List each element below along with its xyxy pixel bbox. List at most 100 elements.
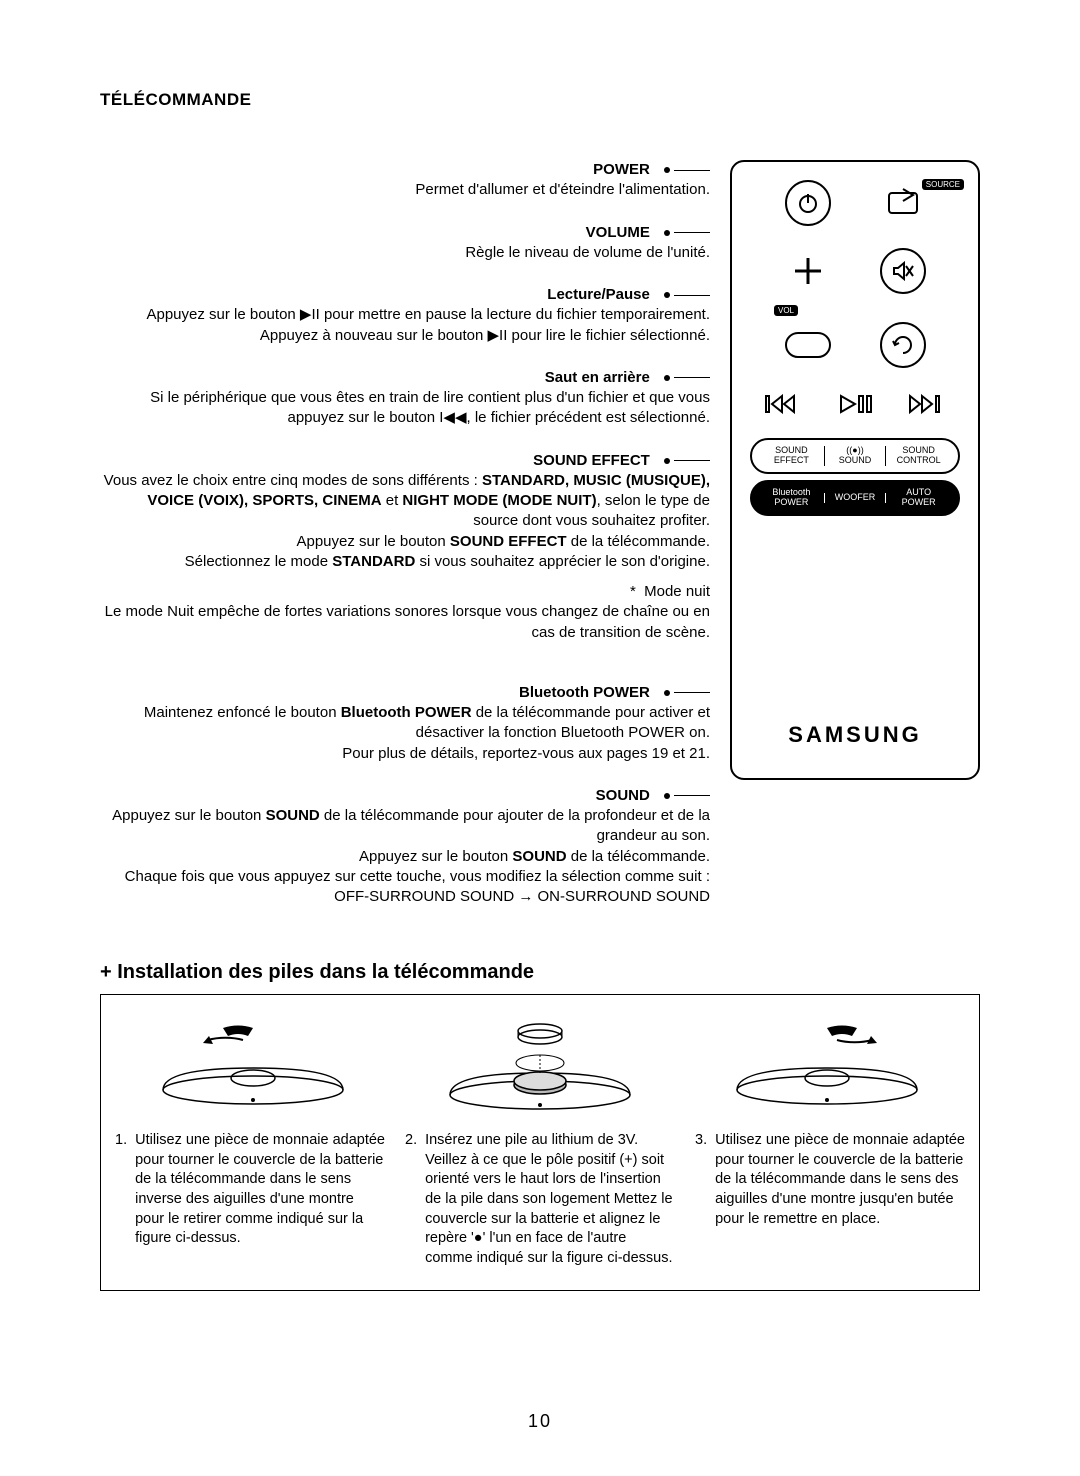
descriptions-column: POWER Permet d'allumer et d'éteindre l'a… <box>100 160 710 929</box>
mute-button <box>880 248 926 294</box>
play-pause-icon: ▶II <box>488 327 508 344</box>
leader-dot <box>664 690 670 696</box>
leader-line <box>674 170 710 171</box>
remote-diagram: SOURCE VOL <box>730 160 980 780</box>
battery-step-2: 2. Insérez une pile au lithium de 3V. Ve… <box>405 1131 675 1268</box>
s-l1-pre: Appuyez sur le bouton <box>112 807 265 824</box>
s-l2-post: de la télécommande. <box>567 848 710 865</box>
leader-line <box>674 460 710 461</box>
s-l2-pre: Appuyez sur le bouton <box>359 848 512 865</box>
sub-title: Installation des piles dans la télécomma… <box>117 961 534 983</box>
desc-sound: SOUND Appuyez sur le bouton SOUND de la … <box>100 786 710 908</box>
sound-effect-button: SOUNDEFFECT <box>760 446 823 466</box>
source-button <box>880 180 926 226</box>
skip-fwd-button <box>906 392 946 422</box>
vol-label-box: VOL <box>774 300 978 318</box>
battery-fig-1 <box>123 1013 383 1113</box>
source-label-box: SOURCE <box>922 174 964 192</box>
lbl: Bluetooth <box>772 487 810 497</box>
heading-power: POWER <box>593 160 650 180</box>
vol-down-button <box>785 332 831 358</box>
pp-line1-pre: Appuyez sur le bouton <box>146 306 299 323</box>
battery-fig-2-svg <box>440 1013 640 1113</box>
text-power: Permet d'allumer et d'éteindre l'aliment… <box>415 181 710 198</box>
vol-label: VOL <box>774 305 798 316</box>
heading-sound: SOUND <box>596 786 650 806</box>
skip-back-button <box>764 392 804 422</box>
auto-power-button: AUTOPOWER <box>887 488 950 508</box>
lbl: EFFECT <box>774 455 809 465</box>
lbl: SOUND <box>775 445 808 455</box>
section-title: TÉLÉCOMMANDE <box>100 90 980 110</box>
battery-steps: 1. Utilisez une pièce de monnaie adaptée… <box>115 1131 965 1268</box>
battery-fig-1-svg <box>153 1018 353 1108</box>
se-l3-pre: Sélectionnez le mode <box>185 553 333 570</box>
battery-figures <box>115 1013 965 1113</box>
battery-step-3: 3. Utilisez une pièce de monnaie adaptée… <box>695 1131 965 1268</box>
lbl: WOOFER <box>835 492 876 502</box>
battery-fig-3 <box>697 1013 957 1113</box>
battery-fig-2 <box>410 1013 670 1113</box>
pp-line1-post: pour mettre en pause la lecture du fichi… <box>320 306 710 323</box>
play-pause-icon <box>835 392 875 416</box>
step-text: Utilisez une pièce de monnaie adaptée po… <box>135 1131 385 1268</box>
s-l1-b: SOUND <box>266 807 320 824</box>
play-pause-button <box>835 392 875 422</box>
main-content: POWER Permet d'allumer et d'éteindre l'a… <box>100 160 980 929</box>
lbl: SOUND <box>902 445 935 455</box>
source-label: SOURCE <box>922 179 964 190</box>
battery-step-1: 1. Utilisez une pièce de monnaie adaptée… <box>115 1131 385 1268</box>
vol-up-button <box>785 248 831 294</box>
se-l2-b: SOUND EFFECT <box>450 533 567 550</box>
skip-back-icon <box>764 392 804 416</box>
s-l3: Chaque fois que vous appuyez sur cette t… <box>125 868 710 905</box>
leader-line <box>674 795 710 796</box>
battery-fig-3-svg <box>727 1018 927 1108</box>
step-num: 3. <box>695 1131 707 1268</box>
leader-line <box>674 377 710 378</box>
skip-back-icon: I◀◀ <box>439 409 466 426</box>
sb-line1-post: , le fichier précédent est sélectionné. <box>467 409 710 426</box>
leader-dot <box>664 458 670 464</box>
se-l2-pre: Appuyez sur le bouton <box>296 533 449 550</box>
se-l3-post: si vous souhaitez apprécier le son d'ori… <box>415 553 710 570</box>
step-num: 2. <box>405 1131 417 1268</box>
button-group-1: SOUNDEFFECT ((●))SOUND SOUNDCONTROL <box>750 438 960 474</box>
note-title: Mode nuit <box>644 583 710 600</box>
power-button <box>785 180 831 226</box>
step-text: Insérez une pile au lithium de 3V. Veill… <box>425 1131 675 1268</box>
s-l1-post: de la télécommande pour ajouter de la pr… <box>320 807 710 844</box>
se-l1-pre: Vous avez le choix entre cinq modes de s… <box>104 472 482 489</box>
leader-line <box>674 295 710 296</box>
step-num: 1. <box>115 1131 127 1268</box>
se-l1-b2: NIGHT MODE (MODE NUIT) <box>402 492 596 509</box>
note-text: Le mode Nuit empêche de fortes variation… <box>105 603 710 640</box>
heading-sound-effect: SOUND EFFECT <box>533 451 650 471</box>
samsung-logo: SAMSUNG <box>732 722 978 748</box>
battery-box: 1. Utilisez une pièce de monnaie adaptée… <box>100 994 980 1291</box>
text-volume: Règle le niveau de volume de l'unité. <box>465 244 710 261</box>
leader-dot <box>664 375 670 381</box>
leader-dot <box>664 167 670 173</box>
subsection-title: + Installation des piles dans la télécom… <box>100 961 980 984</box>
surround-icon: ((●)) <box>846 445 863 455</box>
source-icon <box>883 185 923 221</box>
leader-dot <box>664 793 670 799</box>
lbl: SOUND <box>839 455 872 465</box>
lbl: AUTO <box>906 487 931 497</box>
pp-line2-pre: Appuyez à nouveau sur le bouton <box>260 327 488 344</box>
heading-play-pause: Lecture/Pause <box>547 285 650 305</box>
woofer-button: WOOFER <box>824 493 887 503</box>
heading-skip-back: Saut en arrière <box>545 368 650 388</box>
heading-bt-power: Bluetooth POWER <box>519 683 650 703</box>
plus-icon <box>791 254 825 288</box>
button-group-2: BluetoothPOWER WOOFER AUTOPOWER <box>750 480 960 516</box>
repeat-button <box>880 322 926 368</box>
night-mode-note: * Mode nuit Le mode Nuit empêche de fort… <box>100 582 710 643</box>
skip-fwd-icon <box>906 392 946 416</box>
desc-bt-power: Bluetooth POWER Maintenez enfoncé le bou… <box>100 683 710 764</box>
pp-line2-post: pour lire le fichier sélectionné. <box>507 327 710 344</box>
surround-sound-button: ((●))SOUND <box>824 446 887 466</box>
play-pause-icon: ▶II <box>300 306 320 323</box>
bt-l2: Pour plus de détails, reportez-vous aux … <box>342 745 710 762</box>
